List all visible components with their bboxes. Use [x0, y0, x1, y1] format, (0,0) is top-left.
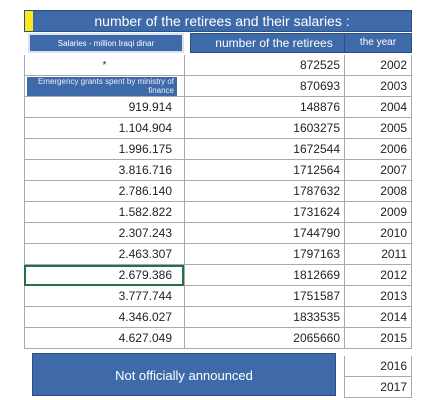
retirees-cell[interactable]: 870693: [184, 76, 344, 97]
table-row: 2.307.243 1744790 2010: [24, 223, 412, 244]
salary-cell[interactable]: 919.914: [24, 97, 184, 118]
year-cell[interactable]: 2014: [344, 307, 412, 328]
retirees-cell[interactable]: 1672544: [184, 139, 344, 160]
retirees-cell[interactable]: 1712564: [184, 160, 344, 181]
year-cell[interactable]: 2012: [344, 265, 412, 286]
year-cell[interactable]: 2010: [344, 223, 412, 244]
table-row: 2.679.386 1812669 2012: [24, 265, 412, 286]
retirees-cell[interactable]: 1833535: [184, 307, 344, 328]
retirees-cell[interactable]: 1603275: [184, 118, 344, 139]
salary-cell[interactable]: Emergency grants spent by ministry of fi…: [24, 76, 184, 97]
year-cell[interactable]: 2009: [344, 202, 412, 223]
header-retirees[interactable]: number of the retirees: [190, 33, 358, 53]
table-row: 1.996.175 1672544 2006: [24, 139, 412, 160]
table-row: 4.627.049 2065660 2015: [24, 328, 412, 349]
year-cell[interactable]: 2004: [344, 97, 412, 118]
salary-cell-selected[interactable]: 2.679.386: [24, 265, 184, 286]
table-row: * 872525 2002: [24, 55, 412, 76]
salary-cell[interactable]: 1.104.904: [24, 118, 184, 139]
year-cell[interactable]: 2002: [344, 55, 412, 76]
year-cell[interactable]: 2008: [344, 181, 412, 202]
salary-cell[interactable]: 2.463.307: [24, 244, 184, 265]
table-row: 919.914 148876 2004: [24, 97, 412, 118]
salary-cell[interactable]: *: [24, 55, 184, 76]
table-row: 2.463.307 1797163 2011: [24, 244, 412, 265]
table-row: 2016: [24, 356, 412, 377]
salary-cell[interactable]: 2.786.140: [24, 181, 184, 202]
retirees-cell[interactable]: 1744790: [184, 223, 344, 244]
table-row: 1.582.822 1731624 2009: [24, 202, 412, 223]
emergency-grants-note: Emergency grants spent by ministry of fi…: [27, 77, 177, 96]
year-cell[interactable]: 2015: [344, 328, 412, 349]
retirees-cell[interactable]: 1797163: [184, 244, 344, 265]
year-cell[interactable]: 2003: [344, 76, 412, 97]
table-row: 1.104.904 1603275 2005: [24, 118, 412, 139]
row-marker: [25, 11, 33, 31]
table-title: number of the retirees and their salarie…: [94, 13, 350, 29]
table-row: 4.346.027 1833535 2014: [24, 307, 412, 328]
table-row: 2017: [24, 377, 412, 398]
year-cell[interactable]: 2016: [344, 356, 412, 377]
salary-cell[interactable]: 4.346.027: [24, 307, 184, 328]
retirees-cell[interactable]: 1751587: [184, 286, 344, 307]
year-cell[interactable]: 2011: [344, 244, 412, 265]
header-salaries[interactable]: Salaries - million Iraqi dinar: [28, 33, 184, 53]
salary-cell[interactable]: 4.627.049: [24, 328, 184, 349]
retirees-cell[interactable]: 2065660: [184, 328, 344, 349]
year-cell[interactable]: 2017: [344, 377, 412, 398]
not-announced-cell[interactable]: Not officially announced: [32, 353, 336, 396]
salary-cell[interactable]: 3.816.716: [24, 160, 184, 181]
salary-cell[interactable]: 1.996.175: [24, 139, 184, 160]
retirees-cell[interactable]: 148876: [184, 97, 344, 118]
salary-cell[interactable]: 3.777.744: [24, 286, 184, 307]
salary-cell[interactable]: 1.582.822: [24, 202, 184, 223]
table-row: 3.777.744 1751587 2013: [24, 286, 412, 307]
retirees-cell[interactable]: 1787632: [184, 181, 344, 202]
table-row: 3.816.716 1712564 2007: [24, 160, 412, 181]
retirees-cell[interactable]: 872525: [184, 55, 344, 76]
year-cell[interactable]: 2005: [344, 118, 412, 139]
year-cell[interactable]: 2013: [344, 286, 412, 307]
title-row: number of the retirees and their salarie…: [24, 10, 412, 32]
retirees-cell[interactable]: 1731624: [184, 202, 344, 223]
header-year[interactable]: the year: [344, 33, 412, 53]
year-cell[interactable]: 2006: [344, 139, 412, 160]
table-row: 2.786.140 1787632 2008: [24, 181, 412, 202]
retirees-cell[interactable]: 1812669: [184, 265, 344, 286]
table-row: Emergency grants spent by ministry of fi…: [24, 76, 412, 97]
salary-cell[interactable]: 2.307.243: [24, 223, 184, 244]
year-cell[interactable]: 2007: [344, 160, 412, 181]
